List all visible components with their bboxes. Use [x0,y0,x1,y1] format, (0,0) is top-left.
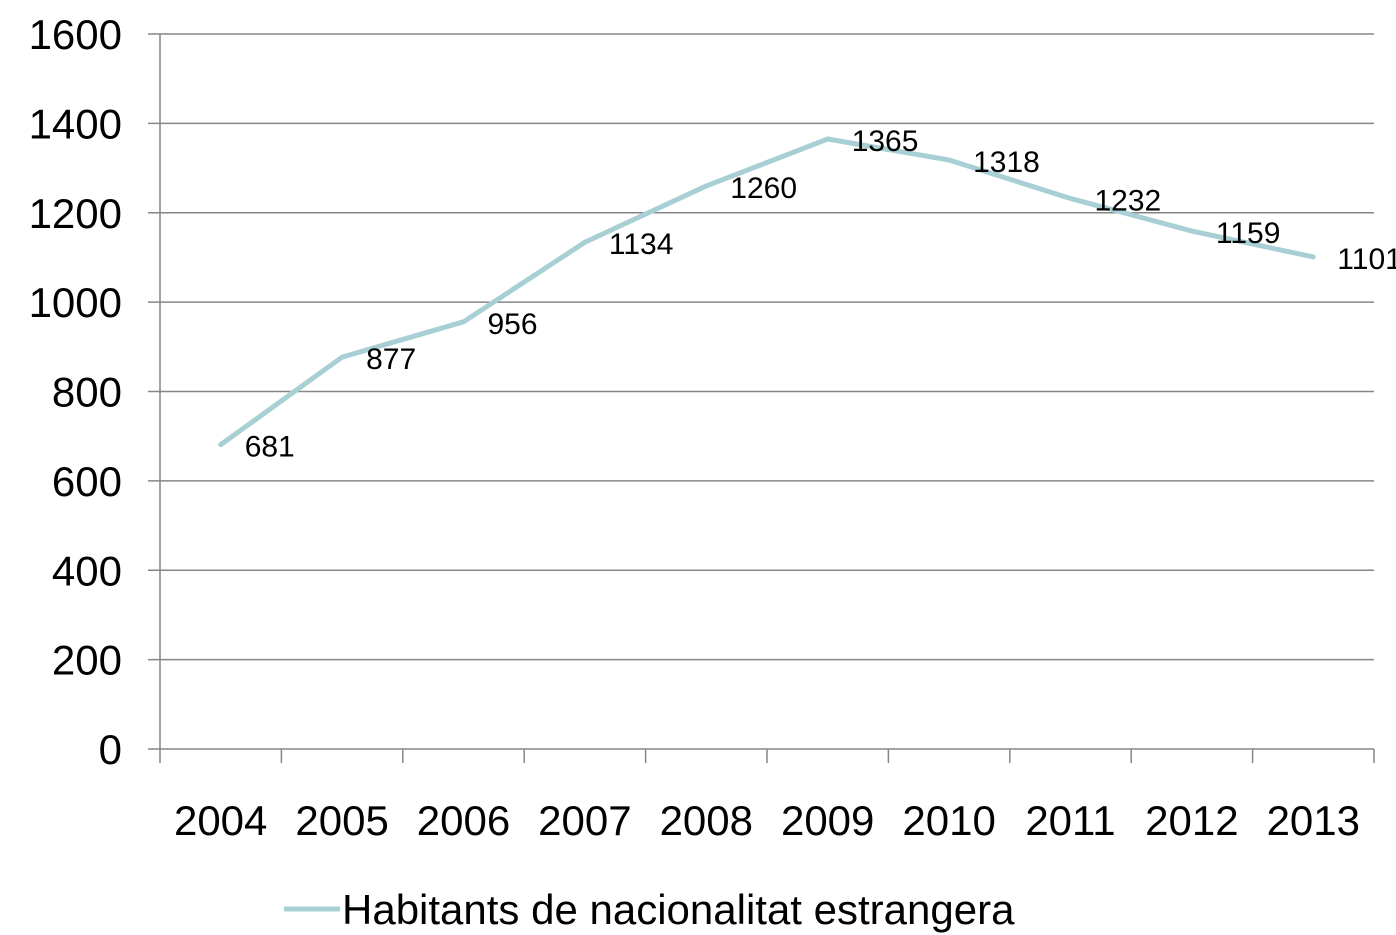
x-tick-label: 2007 [538,797,631,844]
y-axis-ticks: 0 200 400 600 800 1000 1200 1400 1600 [29,11,160,773]
data-label: 1260 [730,172,797,205]
x-tick-label: 2008 [660,797,753,844]
x-tick-label: 2011 [1025,797,1115,844]
series-lines [218,136,1316,448]
data-label: 1134 [609,228,674,261]
x-tick-label: 2010 [902,797,995,844]
data-label: 1365 [852,125,919,158]
x-tick-label: 2005 [295,797,388,844]
x-tick-label: 2009 [781,797,874,844]
y-tick-label: 0 [99,726,122,773]
y-tick-label: 400 [52,547,122,594]
data-label: 1318 [973,146,1040,179]
data-label: 681 [245,431,295,464]
y-tick-label: 1600 [29,11,122,58]
legend: Habitants de nacionalitat estrangera [284,886,1015,933]
series-line [218,136,1316,448]
y-tick-label: 200 [52,637,122,684]
data-label: 1101 [1337,243,1396,276]
y-tick-label: 1200 [29,190,122,237]
x-tick-label: 2013 [1267,797,1360,844]
data-label: 877 [366,343,416,376]
gridlines [160,33,1374,661]
data-label: 1159 [1216,217,1281,250]
y-tick-label: 1000 [29,279,122,326]
x-tick-label: 2006 [417,797,510,844]
data-labels: 681 877 956 1134 1260 1365 1318 1232 1159 1101 [245,125,1396,464]
data-label: 956 [488,308,538,341]
x-axis-ticks: 2004 2005 2006 2007 2008 2009 2010 2011 2012 2013 [159,749,1375,844]
y-tick-label: 800 [52,369,122,416]
data-label: 1232 [1095,184,1162,217]
legend-label: Habitants de nacionalitat estrangera [342,886,1015,933]
x-tick-label: 2012 [1145,797,1238,844]
y-tick-label: 1400 [29,100,122,147]
y-tick-label: 600 [52,458,122,505]
x-tick-label: 2004 [174,797,267,844]
